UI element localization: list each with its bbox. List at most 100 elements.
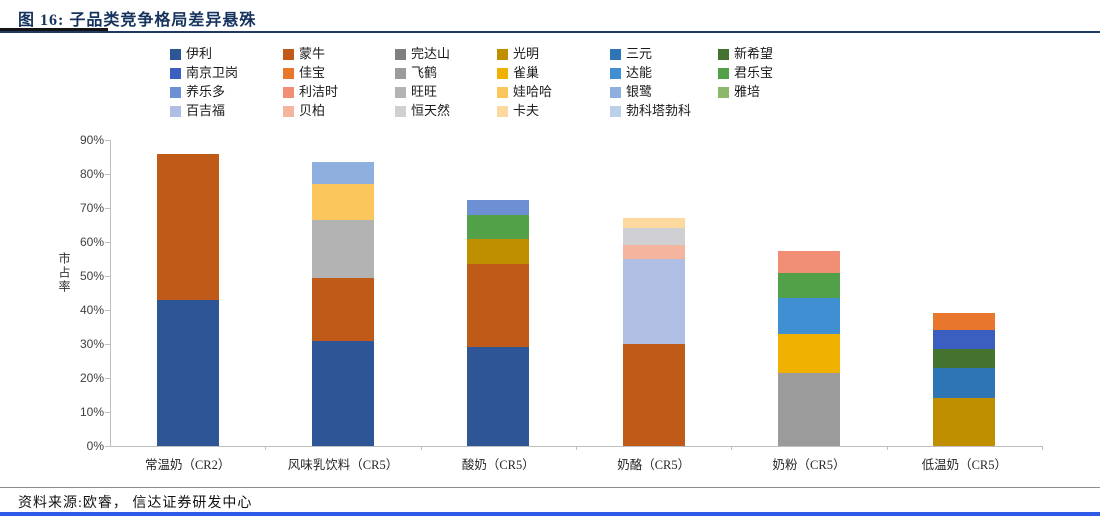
y-tick-label: 20%: [79, 371, 104, 385]
legend-swatch: [170, 86, 181, 98]
bar-segment: [156, 153, 219, 300]
y-tick-label: 90%: [79, 133, 104, 147]
stacked-bar: [778, 250, 840, 446]
bar-segment: [622, 343, 685, 446]
legend-label: 伊利: [186, 46, 213, 61]
legend-item: 飞鹤: [395, 66, 437, 80]
x-axis-label: 奶粉（CR5）: [772, 458, 846, 472]
legend-swatch: [395, 67, 406, 79]
figure-title: 图 16: 子品类竞争格局差异悬殊: [18, 12, 257, 29]
y-tick-label: 40%: [79, 303, 104, 317]
legend-item: 百吉福: [170, 104, 225, 118]
legend-item: 勃科塔勃科: [610, 104, 691, 118]
x-axis-label: 常温奶（CR2）: [144, 458, 231, 472]
source-note: 资料来源:欧睿， 信达证券研发中心: [18, 496, 253, 511]
legend-swatch: [170, 67, 181, 79]
bar-segment: [933, 367, 996, 399]
legend-item: 利洁时: [283, 85, 338, 99]
legend-item: 雀巢: [497, 66, 539, 80]
legend-label: 光明: [513, 46, 540, 61]
legend-label: 新希望: [734, 46, 774, 61]
legend-item: 达能: [610, 66, 652, 80]
bar-segment: [622, 245, 685, 259]
bar-segment: [312, 277, 374, 341]
y-axis-title: 市占率: [57, 252, 71, 294]
legend-label: 银鹭: [626, 84, 653, 99]
bar-segment: [312, 219, 374, 278]
bar-segment: [467, 238, 530, 265]
y-tick-mark: [105, 378, 110, 379]
title-rule: [0, 31, 1100, 33]
legend-swatch: [718, 67, 729, 79]
bar-segment: [312, 184, 374, 220]
legend-label: 娃哈哈: [513, 84, 553, 99]
legend-label: 旺旺: [411, 84, 438, 99]
bar-segment: [622, 218, 685, 229]
page-bottom-rule: [0, 512, 1100, 516]
legend-item: 银鹭: [610, 85, 652, 99]
legend-swatch: [283, 105, 294, 117]
legend-label: 养乐多: [186, 84, 226, 99]
bar-segment: [933, 349, 996, 368]
legend-label: 雅培: [734, 84, 761, 99]
legend-item: 君乐宝: [718, 66, 773, 80]
stacked-bar: [312, 162, 374, 446]
legend-swatch: [718, 86, 729, 98]
y-tick-label: 0%: [86, 439, 104, 453]
x-tick-mark: [886, 446, 888, 450]
stacked-bar: [467, 199, 530, 446]
bar-segment: [467, 199, 530, 215]
legend-item: 养乐多: [170, 85, 225, 99]
y-tick-mark: [105, 412, 110, 413]
legend-swatch: [497, 105, 508, 117]
legend-label: 完达山: [411, 46, 451, 61]
legend-swatch: [610, 48, 621, 60]
x-tick-mark: [576, 446, 577, 450]
legend-item: 南京卫岗: [170, 66, 238, 80]
stacked-bar: [622, 218, 685, 446]
y-tick-mark: [105, 310, 110, 311]
x-tick-mark: [1042, 446, 1043, 450]
bar-segment: [933, 398, 996, 446]
legend-label: 卡夫: [513, 103, 540, 118]
stacked-bar: [933, 313, 996, 446]
bar-segment: [933, 313, 996, 331]
x-axis-label: 低温奶（CR5）: [921, 458, 1008, 472]
legend-item: 佳宝: [283, 66, 325, 80]
y-tick-mark: [105, 174, 110, 175]
legend-swatch: [718, 48, 729, 60]
legend-swatch: [283, 67, 294, 79]
legend-item: 贝柏: [283, 104, 325, 118]
y-tick-mark: [105, 140, 110, 141]
legend-swatch: [497, 67, 508, 79]
legend-swatch: [497, 48, 508, 60]
legend-label: 利洁时: [299, 84, 339, 99]
legend-item: 光明: [497, 47, 539, 61]
bar-segment: [778, 333, 840, 373]
y-tick-label: 30%: [79, 337, 104, 351]
x-axis-label: 风味乳饮料（CR5）: [287, 458, 399, 472]
bar-segment: [778, 298, 840, 334]
legend-swatch: [610, 105, 621, 117]
legend-label: 飞鹤: [411, 65, 438, 80]
legend-label: 三元: [626, 46, 653, 61]
legend-item: 新希望: [718, 47, 773, 61]
legend-swatch: [395, 86, 406, 98]
y-tick-mark: [105, 242, 110, 243]
y-tick-mark: [105, 446, 110, 447]
y-tick-label: 60%: [79, 235, 104, 249]
legend-swatch: [283, 86, 294, 98]
x-tick-mark: [731, 446, 733, 450]
y-tick-label: 50%: [79, 269, 104, 283]
legend-label: 佳宝: [299, 65, 326, 80]
legend-label: 恒天然: [411, 103, 451, 118]
legend-item: 卡夫: [497, 104, 539, 118]
legend-swatch: [395, 48, 406, 60]
y-tick-mark: [105, 344, 110, 345]
y-tick-label: 80%: [79, 167, 104, 181]
bar-segment: [156, 299, 219, 446]
y-tick-mark: [105, 208, 110, 209]
y-tick-label: 70%: [79, 201, 104, 215]
x-tick-mark: [420, 446, 422, 450]
footer-divider: [0, 487, 1100, 488]
